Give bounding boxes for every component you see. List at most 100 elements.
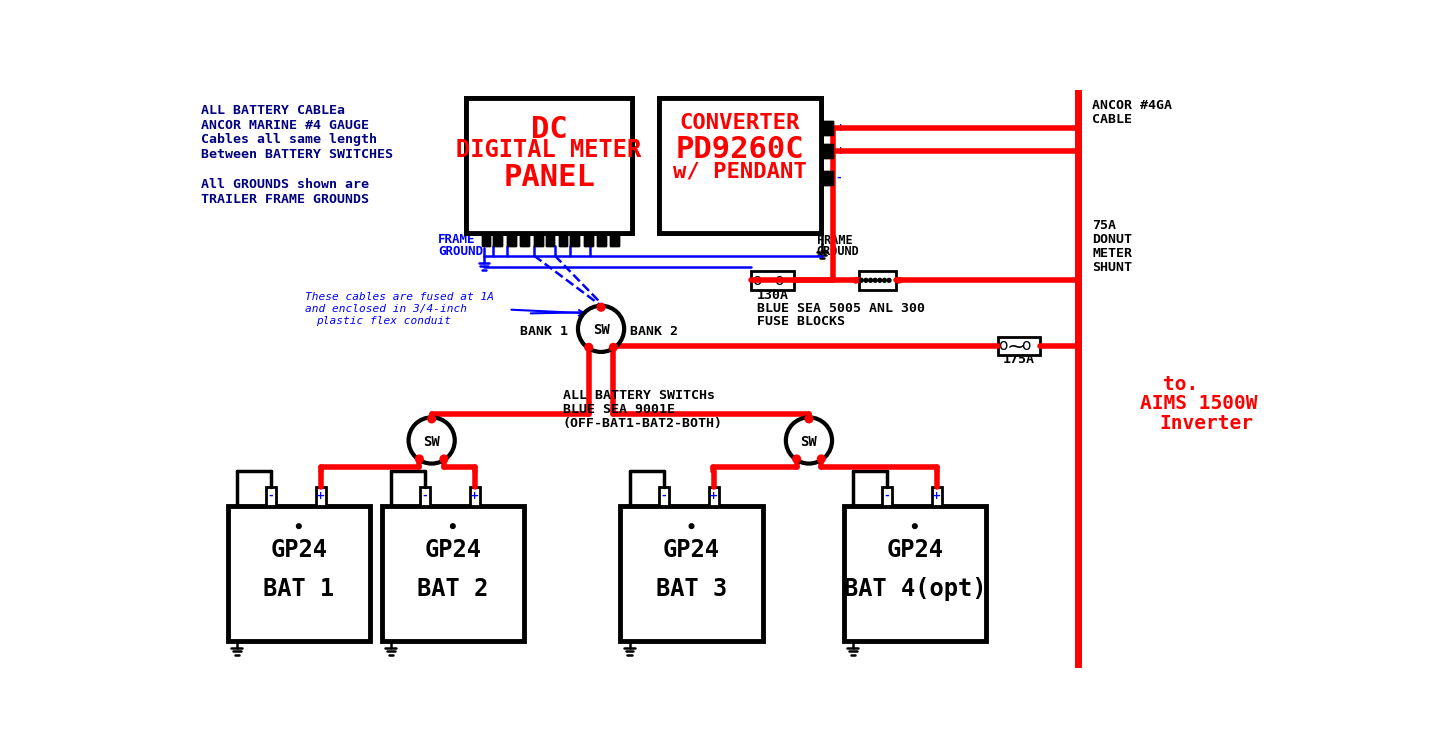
- Bar: [751, 271, 793, 290]
- Text: +: +: [835, 123, 846, 133]
- Circle shape: [786, 418, 833, 463]
- Text: FUSE BLOCKS: FUSE BLOCKS: [757, 315, 844, 328]
- Text: ALL BATTERY SWITCHs: ALL BATTERY SWITCHs: [562, 389, 715, 402]
- Bar: [620, 506, 763, 641]
- Circle shape: [865, 279, 867, 282]
- Circle shape: [609, 343, 618, 351]
- Bar: [610, 233, 619, 246]
- Text: FRAME: FRAME: [437, 233, 475, 246]
- Circle shape: [689, 524, 695, 529]
- Text: GP24: GP24: [886, 538, 943, 562]
- Text: +: +: [835, 146, 846, 156]
- Bar: [520, 233, 529, 246]
- Text: CABLE: CABLE: [1093, 113, 1132, 126]
- Text: -: -: [835, 173, 840, 183]
- Bar: [610, 233, 619, 246]
- Text: plastic flex conduit: plastic flex conduit: [317, 316, 452, 327]
- Bar: [482, 233, 490, 246]
- Bar: [821, 171, 833, 185]
- Bar: [584, 233, 593, 246]
- Text: -: -: [661, 490, 665, 500]
- Text: 175A: 175A: [1003, 354, 1035, 366]
- Text: METER: METER: [1093, 247, 1132, 260]
- Text: PD9260C: PD9260C: [676, 134, 804, 164]
- Bar: [520, 233, 529, 246]
- Bar: [658, 98, 821, 233]
- Bar: [998, 336, 1040, 355]
- Bar: [570, 233, 578, 246]
- Text: DC: DC: [530, 115, 568, 143]
- Text: FRAME: FRAME: [817, 234, 853, 247]
- Circle shape: [440, 455, 448, 463]
- Circle shape: [450, 524, 455, 529]
- Bar: [597, 233, 606, 246]
- Circle shape: [408, 418, 455, 463]
- Text: +: +: [933, 490, 942, 500]
- Circle shape: [578, 306, 625, 352]
- Circle shape: [882, 279, 886, 282]
- Bar: [469, 487, 479, 506]
- Bar: [507, 233, 516, 246]
- Text: ALL BATTERY CABLEa: ALL BATTERY CABLEa: [201, 104, 344, 117]
- Text: Inverter: Inverter: [1159, 414, 1254, 433]
- Bar: [821, 121, 833, 134]
- Circle shape: [586, 343, 593, 351]
- Text: ~: ~: [760, 271, 779, 291]
- Bar: [546, 233, 554, 246]
- Text: TRAILER FRAME GROUNDS: TRAILER FRAME GROUNDS: [201, 192, 369, 206]
- Circle shape: [853, 278, 859, 283]
- Text: GROUND: GROUND: [437, 245, 482, 258]
- Bar: [859, 271, 897, 290]
- Circle shape: [597, 303, 604, 311]
- Text: o: o: [774, 273, 783, 288]
- Bar: [584, 233, 593, 246]
- Text: PANEL: PANEL: [503, 162, 596, 192]
- Circle shape: [427, 415, 436, 423]
- Bar: [266, 487, 276, 506]
- Text: to.: to.: [1164, 375, 1199, 394]
- Bar: [420, 487, 430, 506]
- Bar: [535, 233, 542, 246]
- Circle shape: [296, 524, 301, 529]
- Bar: [658, 98, 821, 233]
- Text: AIMS 1500W: AIMS 1500W: [1141, 394, 1257, 413]
- Bar: [493, 233, 501, 246]
- Text: w/ PENDANT: w/ PENDANT: [673, 161, 806, 182]
- Text: 130A: 130A: [757, 289, 789, 302]
- Text: ANCOR #4GA: ANCOR #4GA: [1093, 99, 1173, 113]
- Text: BLUE SEA 9001E: BLUE SEA 9001E: [562, 403, 674, 416]
- Text: 75A: 75A: [1093, 219, 1116, 233]
- Text: GP24: GP24: [424, 538, 481, 562]
- Bar: [535, 233, 542, 246]
- Bar: [709, 487, 719, 506]
- Circle shape: [818, 455, 825, 463]
- Text: PANEL: PANEL: [503, 162, 596, 192]
- Text: All GROUNDS shown are: All GROUNDS shown are: [201, 178, 369, 191]
- Text: ~: ~: [1007, 336, 1026, 357]
- Bar: [931, 487, 942, 506]
- Bar: [821, 144, 833, 158]
- Text: PD9260C: PD9260C: [676, 134, 804, 164]
- Text: BAT 2: BAT 2: [417, 578, 488, 602]
- Circle shape: [869, 279, 872, 282]
- Bar: [821, 121, 833, 134]
- Bar: [228, 506, 371, 641]
- Text: w/ PENDANT: w/ PENDANT: [673, 161, 806, 182]
- Text: SHUNT: SHUNT: [1093, 261, 1132, 274]
- Circle shape: [897, 278, 902, 283]
- Text: SW: SW: [423, 435, 440, 449]
- Text: GP24: GP24: [663, 538, 721, 562]
- Text: Between BATTERY SWITCHES: Between BATTERY SWITCHES: [201, 148, 392, 161]
- Text: o: o: [1020, 338, 1030, 353]
- Text: GP24: GP24: [270, 538, 327, 562]
- Text: CONVERTER: CONVERTER: [680, 113, 799, 133]
- Circle shape: [859, 279, 863, 282]
- Text: BANK 2: BANK 2: [631, 325, 679, 339]
- Circle shape: [805, 415, 812, 423]
- Text: SW: SW: [801, 435, 818, 449]
- Circle shape: [878, 279, 882, 282]
- Bar: [597, 233, 606, 246]
- Bar: [882, 487, 892, 506]
- Text: +: +: [709, 490, 718, 500]
- Text: Cables all same length: Cables all same length: [201, 133, 376, 146]
